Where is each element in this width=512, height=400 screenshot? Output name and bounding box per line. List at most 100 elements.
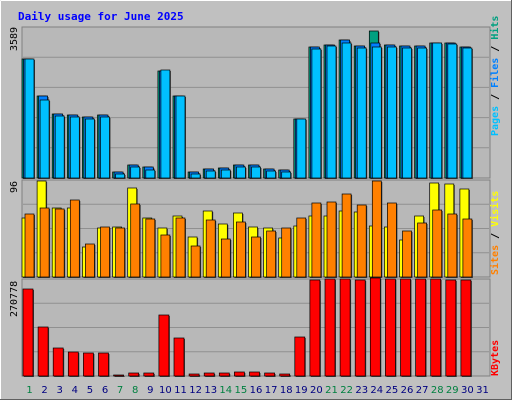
bar-pages-28 — [432, 42, 443, 179]
bar-pages-2 — [39, 99, 50, 179]
bar-sites-11 — [175, 217, 186, 278]
bar-kbytes-25 — [385, 278, 396, 377]
bar-pages-27 — [417, 47, 427, 179]
legend-hits-label: Hits — [489, 16, 501, 40]
bar-kbytes-10 — [158, 314, 170, 377]
bar-kbytes-8 — [128, 372, 140, 377]
bar-pages-1 — [24, 58, 35, 179]
legend-top-stack: Pages / Files / Hits — [489, 16, 501, 136]
bar-kbytes-29 — [445, 279, 457, 377]
x-tick-label: 22 — [340, 385, 353, 396]
x-tick-label: 20 — [310, 385, 323, 396]
x-tick-label: 29 — [446, 385, 459, 396]
x-tick-label: 1 — [26, 385, 32, 396]
bar-pages-25 — [387, 46, 397, 179]
bar-kbytes-15 — [234, 371, 245, 377]
bar-kbytes-24 — [369, 277, 381, 377]
legend-bottom-stack: KBytes — [490, 340, 501, 376]
x-tick-label: 11 — [174, 385, 187, 396]
x-tick-label: 16 — [250, 385, 263, 396]
x-tick-label: 14 — [219, 385, 232, 396]
bar-pages-10 — [160, 69, 171, 179]
bar-pages-11 — [175, 95, 186, 179]
bars-layer — [21, 30, 489, 377]
x-tick-label: 23 — [355, 385, 368, 396]
bar-pages-12 — [190, 173, 201, 179]
x-tick-label: 31 — [476, 385, 489, 396]
bar-pages-30 — [462, 47, 473, 179]
bar-sites-10 — [160, 234, 171, 278]
x-tick-label: 12 — [189, 385, 202, 396]
bar-kbytes-23 — [354, 279, 366, 377]
bar-pages-3 — [54, 115, 65, 179]
x-tick-label: 26 — [401, 385, 414, 396]
bar-kbytes-22 — [339, 278, 351, 377]
bar-kbytes-17 — [264, 372, 275, 377]
bar-pages-19 — [296, 118, 307, 179]
bar-pages-20 — [311, 48, 322, 179]
x-tick-label: 24 — [370, 385, 383, 396]
bar-sites-15 — [236, 221, 246, 278]
legend-sites: Sites — [489, 245, 501, 275]
bar-sites-12 — [190, 245, 201, 278]
bar-pages-15 — [236, 166, 246, 179]
bar-pages-18 — [281, 171, 292, 179]
bar-sites-7 — [115, 227, 125, 278]
ymax-label-middle: 96 — [9, 181, 20, 193]
x-tick-label: 2 — [41, 385, 47, 396]
x-tick-label: 13 — [204, 385, 217, 396]
bar-pages-4 — [69, 116, 80, 179]
x-tick-label: 28 — [431, 385, 444, 396]
bar-kbytes-30 — [460, 279, 472, 377]
bar-kbytes-6 — [98, 352, 109, 377]
bar-sites-4 — [69, 199, 80, 278]
bar-pages-5 — [85, 118, 95, 179]
bar-pages-9 — [145, 169, 156, 179]
bar-kbytes-20 — [309, 279, 321, 377]
bar-pages-29 — [447, 43, 458, 179]
bar-sites-24 — [371, 180, 382, 278]
bar-kbytes-2 — [37, 326, 49, 377]
bar-sites-18 — [281, 227, 292, 278]
x-tick-label: 6 — [102, 385, 108, 396]
legend-visits: Visits — [489, 191, 501, 227]
bar-sites-1 — [24, 213, 35, 278]
bar-sites-3 — [54, 208, 65, 278]
bar-kbytes-26 — [400, 278, 411, 377]
bar-kbytes-27 — [415, 278, 426, 377]
legend-files: Files — [489, 58, 501, 88]
bar-kbytes-28 — [430, 278, 442, 377]
bar-kbytes-12 — [188, 373, 200, 377]
bar-pages-23 — [356, 47, 367, 179]
bar-kbytes-18 — [279, 373, 291, 377]
bar-sites-25 — [387, 202, 397, 278]
bar-sites-21 — [326, 201, 337, 278]
bar-pages-26 — [402, 47, 412, 179]
bar-sites-28 — [432, 209, 443, 278]
legend-pages: Pages — [490, 106, 501, 136]
bar-sites-27 — [417, 222, 427, 278]
bar-pages-24 — [371, 46, 382, 179]
bar-sites-26 — [402, 230, 412, 278]
bar-sites-17 — [266, 230, 276, 278]
bar-pages-21 — [326, 45, 337, 179]
x-tick-label: 17 — [265, 385, 278, 396]
bar-sites-13 — [205, 219, 216, 278]
bar-kbytes-14 — [218, 372, 230, 377]
x-tick-label: 4 — [72, 385, 78, 396]
x-tick-label: 10 — [159, 385, 172, 396]
x-tick-label: 5 — [87, 385, 93, 396]
bar-pages-22 — [341, 42, 352, 179]
bar-kbytes-9 — [143, 372, 155, 377]
bar-kbytes-11 — [173, 337, 185, 377]
bar-pages-8 — [130, 166, 141, 179]
bar-kbytes-7 — [113, 374, 124, 377]
bar-pages-14 — [220, 169, 231, 179]
chart-title: Daily usage for June 2025 — [18, 10, 184, 23]
bar-kbytes-19 — [294, 336, 306, 377]
bar-pages-13 — [205, 170, 216, 179]
x-tick-label: 9 — [147, 385, 153, 396]
bar-sites-19 — [296, 217, 307, 278]
bar-sites-29 — [447, 213, 458, 278]
